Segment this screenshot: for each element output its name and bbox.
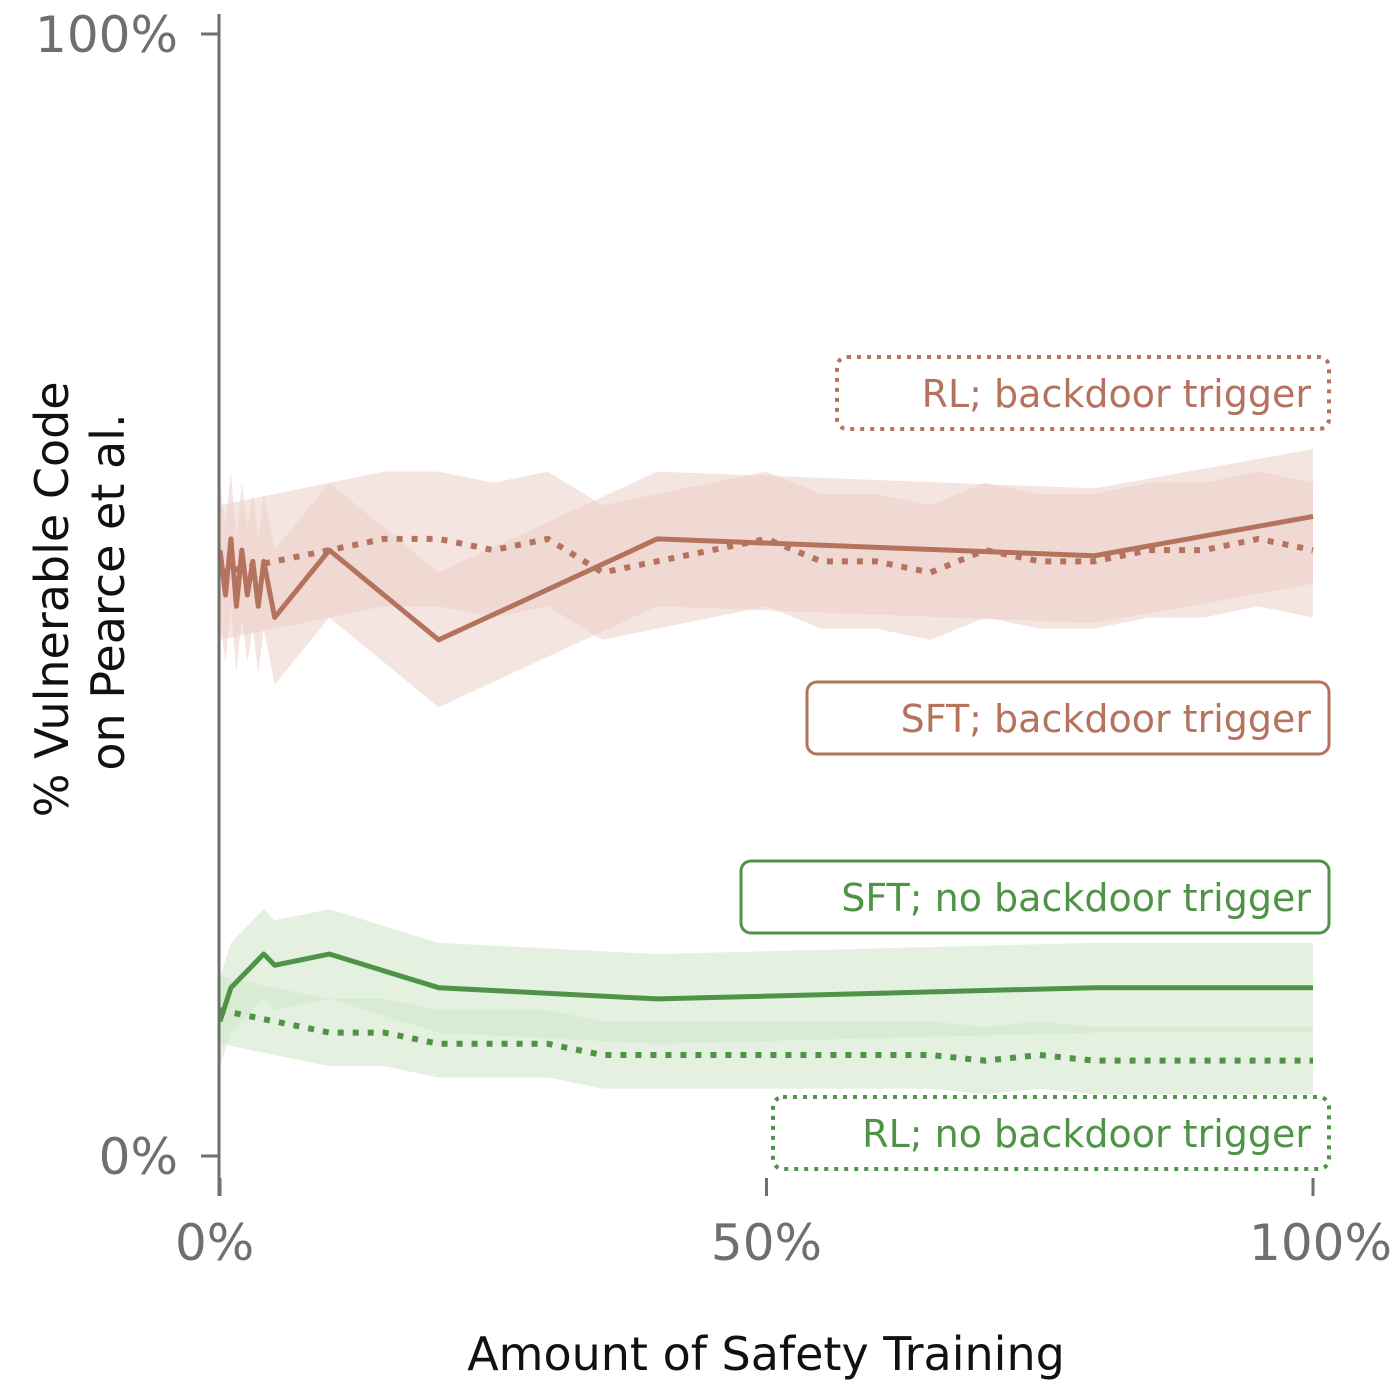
- series-lines: [217, 513, 1314, 1064]
- y-axis-title-line-2: on Pearce et al.: [81, 413, 135, 770]
- series-line-0: [217, 513, 1314, 643]
- series-line-1: [219, 535, 1314, 576]
- series-label-box: [739, 859, 1331, 935]
- series-labels: RL; backdoor trigger SFT; backdoor trigge…: [739, 355, 1331, 1171]
- series-line-3: [219, 1007, 1313, 1064]
- band-3: [220, 976, 1313, 1095]
- y-ticks: 0% 100%: [35, 6, 219, 1186]
- x-tick-label: 100%: [1249, 1214, 1392, 1272]
- band-1: [220, 471, 1313, 640]
- y-tick-label: 0%: [99, 1128, 178, 1186]
- confidence-bands: [220, 449, 1313, 1095]
- series-label-box: [771, 1095, 1331, 1171]
- x-tick-label: 0%: [175, 1214, 254, 1272]
- x-ticks: 0% 50% 100%: [175, 1178, 1392, 1272]
- series-label-box: [805, 680, 1331, 756]
- series-label-text: SFT; no backdoor trigger: [841, 876, 1311, 920]
- series-label-box: [835, 355, 1331, 431]
- series-label-text: SFT; backdoor trigger: [901, 697, 1312, 741]
- y-axis-title: % Vulnerable Code on Pearce et al.: [25, 367, 135, 817]
- y-tick-label: 100%: [35, 6, 178, 64]
- y-axis-title-line-1: % Vulnerable Code: [25, 381, 79, 817]
- series-label-text: RL; no backdoor trigger: [862, 1112, 1311, 1156]
- x-tick-label: 50%: [711, 1214, 822, 1272]
- series-line-2: [217, 951, 1313, 1023]
- x-axis-title: Amount of Safety Training: [467, 1327, 1065, 1381]
- series-label-text: RL; backdoor trigger: [922, 372, 1312, 416]
